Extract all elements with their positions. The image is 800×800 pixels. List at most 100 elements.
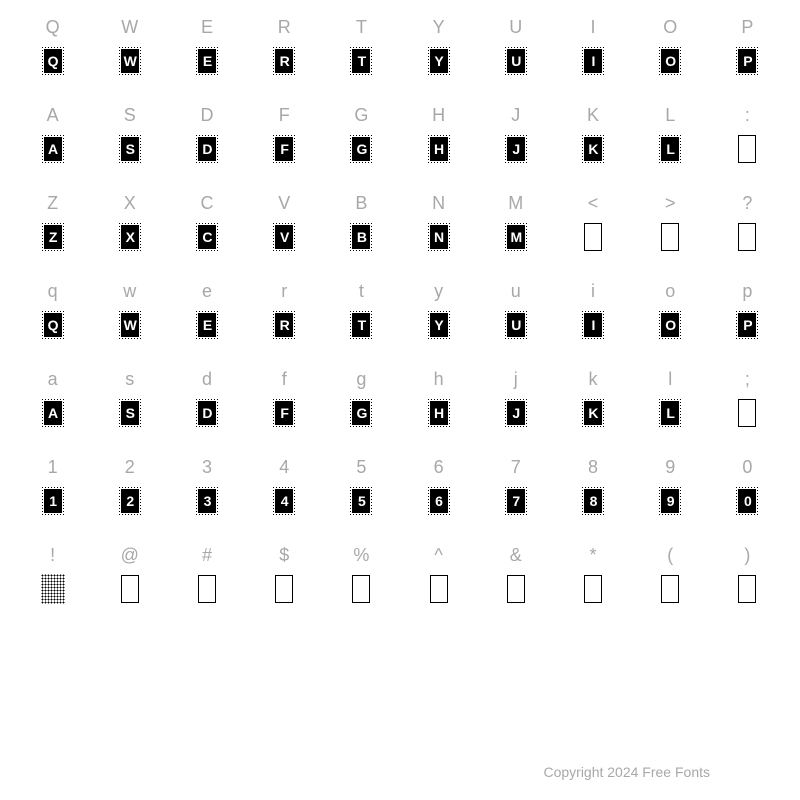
char-glyph: R — [272, 308, 296, 342]
glyph-inner: V — [275, 225, 293, 249]
char-cell: 66 — [400, 450, 477, 538]
glyph-inner: Q — [44, 49, 62, 73]
glyph-inner: J — [507, 137, 525, 161]
char-glyph: T — [349, 308, 373, 342]
char-cell: rR — [246, 274, 323, 362]
char-glyph: 9 — [658, 484, 682, 518]
char-cell: DD — [168, 98, 245, 186]
char-glyph: D — [195, 396, 219, 430]
glyph-box: 7 — [504, 486, 528, 516]
char-label: H — [432, 98, 445, 132]
glyph-inner: O — [661, 313, 679, 337]
char-label: T — [356, 10, 367, 44]
glyph-inner: I — [584, 313, 602, 337]
glyph-box: F — [272, 134, 296, 164]
glyph-box: 6 — [427, 486, 451, 516]
missing-glyph-box — [121, 575, 139, 603]
char-glyph — [507, 572, 525, 606]
missing-glyph-box — [584, 223, 602, 251]
char-glyph: L — [658, 396, 682, 430]
char-glyph: J — [504, 132, 528, 166]
glyph-inner: B — [352, 225, 370, 249]
char-cell: 44 — [246, 450, 323, 538]
char-glyph: 1 — [41, 484, 65, 518]
char-cell: qQ — [14, 274, 91, 362]
char-label: f — [282, 362, 287, 396]
glyph-inner: O — [661, 49, 679, 73]
glyph-box: Q — [41, 310, 65, 340]
char-glyph: W — [118, 44, 142, 78]
char-label: # — [202, 538, 212, 572]
char-cell: ) — [709, 538, 786, 626]
char-label: 5 — [356, 450, 366, 484]
glyph-box: V — [272, 222, 296, 252]
char-cell: 77 — [477, 450, 554, 538]
char-label: h — [434, 362, 444, 396]
char-glyph: H — [427, 396, 451, 430]
glyph-box: 2 — [118, 486, 142, 516]
char-cell: OO — [632, 10, 709, 98]
char-glyph: G — [349, 132, 373, 166]
glyph-inner: E — [198, 313, 216, 337]
glyph-box: L — [658, 134, 682, 164]
char-cell: AA — [14, 98, 91, 186]
glyph-box: O — [658, 310, 682, 340]
missing-glyph-box — [198, 575, 216, 603]
glyph-inner: W — [121, 313, 139, 337]
glyph-box: Y — [427, 46, 451, 76]
char-glyph: H — [427, 132, 451, 166]
char-label: i — [591, 274, 595, 308]
char-glyph — [738, 220, 756, 254]
char-cell: XX — [91, 186, 168, 274]
char-label: L — [665, 98, 675, 132]
char-cell: EE — [168, 10, 245, 98]
char-cell: ! — [14, 538, 91, 626]
glyph-box: X — [118, 222, 142, 252]
char-glyph: D — [195, 132, 219, 166]
char-glyph — [738, 396, 756, 430]
char-cell: jJ — [477, 362, 554, 450]
char-cell: 33 — [168, 450, 245, 538]
glyph-inner: G — [352, 401, 370, 425]
char-cell: > — [632, 186, 709, 274]
char-glyph: A — [41, 396, 65, 430]
char-label: % — [353, 538, 369, 572]
char-label: X — [124, 186, 136, 220]
glyph-box: P — [735, 46, 759, 76]
glyph-inner: 3 — [198, 489, 216, 513]
char-label: j — [514, 362, 518, 396]
char-cell: ^ — [400, 538, 477, 626]
glyph-inner: H — [430, 137, 448, 161]
glyph-box: M — [504, 222, 528, 252]
glyph-box: I — [581, 46, 605, 76]
missing-glyph-box — [661, 223, 679, 251]
glyph-box: B — [349, 222, 373, 252]
char-cell: iI — [554, 274, 631, 362]
char-label: Q — [46, 10, 60, 44]
glyph-box: G — [349, 398, 373, 428]
char-label: E — [201, 10, 213, 44]
missing-glyph-box — [738, 223, 756, 251]
copyright-footer: Copyright 2024 Free Fonts — [543, 764, 710, 780]
char-glyph: L — [658, 132, 682, 166]
char-label: 9 — [665, 450, 675, 484]
char-cell: ; — [709, 362, 786, 450]
char-label: U — [509, 10, 522, 44]
char-label: ) — [744, 538, 750, 572]
glyph-box: I — [581, 310, 605, 340]
char-label: o — [665, 274, 675, 308]
char-glyph — [352, 572, 370, 606]
char-label: ( — [667, 538, 673, 572]
glyph-box: 5 — [349, 486, 373, 516]
char-cell: aA — [14, 362, 91, 450]
char-glyph: 6 — [427, 484, 451, 518]
char-label: K — [587, 98, 599, 132]
char-label: & — [510, 538, 522, 572]
char-glyph — [430, 572, 448, 606]
glyph-inner: 5 — [352, 489, 370, 513]
char-label: 4 — [279, 450, 289, 484]
char-glyph: B — [349, 220, 373, 254]
glyph-inner: F — [275, 401, 293, 425]
char-glyph — [738, 132, 756, 166]
char-cell: PP — [709, 10, 786, 98]
